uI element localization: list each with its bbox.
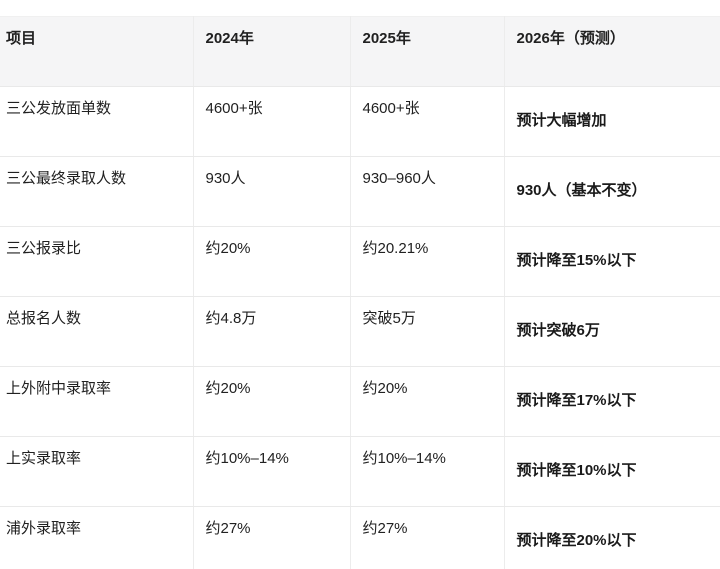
column-header-2026-forecast: 2026年（预测） [504,16,720,87]
cell-2024: 约4.8万 [193,296,351,367]
cell-2024: 930人 [193,156,351,227]
table-row: 浦外录取率 约27% 约27% 预计降至20%以下 [0,506,720,569]
cell-2026-forecast: 930人（基本不变） [504,156,720,227]
row-label: 上外附中录取率 [0,366,194,437]
table-row: 三公报录比 约20% 约20.21% 预计降至15%以下 [0,226,720,297]
cell-2025: 930–960人 [350,156,505,227]
cell-2026-forecast: 预计降至17%以下 [504,366,720,437]
table-row: 总报名人数 约4.8万 突破5万 预计突破6万 [0,296,720,367]
column-header-item: 项目 [0,16,194,87]
cell-2025: 约10%–14% [350,436,505,507]
column-header-2025: 2025年 [350,16,505,87]
cell-2026-forecast: 预计降至20%以下 [504,506,720,569]
cell-2026-forecast: 预计降至15%以下 [504,226,720,297]
cell-2025: 4600+张 [350,86,505,157]
cell-2025: 约20% [350,366,505,437]
cell-2024: 约10%–14% [193,436,351,507]
cell-2026-forecast: 预计突破6万 [504,296,720,367]
row-label: 总报名人数 [0,296,194,367]
table-row: 三公最终录取人数 930人 930–960人 930人（基本不变） [0,156,720,227]
cell-2025: 约20.21% [350,226,505,297]
header-row: 项目 2024年 2025年 2026年（预测） [0,16,720,87]
row-label: 三公最终录取人数 [0,156,194,227]
column-header-2024: 2024年 [193,16,351,87]
cell-2024: 4600+张 [193,86,351,157]
table-row: 三公发放面单数 4600+张 4600+张 预计大幅增加 [0,86,720,157]
cell-2024: 约27% [193,506,351,569]
cell-2026-forecast: 预计降至10%以下 [504,436,720,507]
cell-2025: 约27% [350,506,505,569]
cell-2026-forecast: 预计大幅增加 [504,86,720,157]
cell-2025: 突破5万 [350,296,505,367]
row-label: 三公报录比 [0,226,194,297]
cell-2024: 约20% [193,366,351,437]
comparison-table: 项目 2024年 2025年 2026年（预测） 三公发放面单数 4600+张 … [0,16,720,569]
table-row: 上实录取率 约10%–14% 约10%–14% 预计降至10%以下 [0,436,720,507]
table-row: 上外附中录取率 约20% 约20% 预计降至17%以下 [0,366,720,437]
row-label: 上实录取率 [0,436,194,507]
cell-2024: 约20% [193,226,351,297]
row-label: 三公发放面单数 [0,86,194,157]
row-label: 浦外录取率 [0,506,194,569]
